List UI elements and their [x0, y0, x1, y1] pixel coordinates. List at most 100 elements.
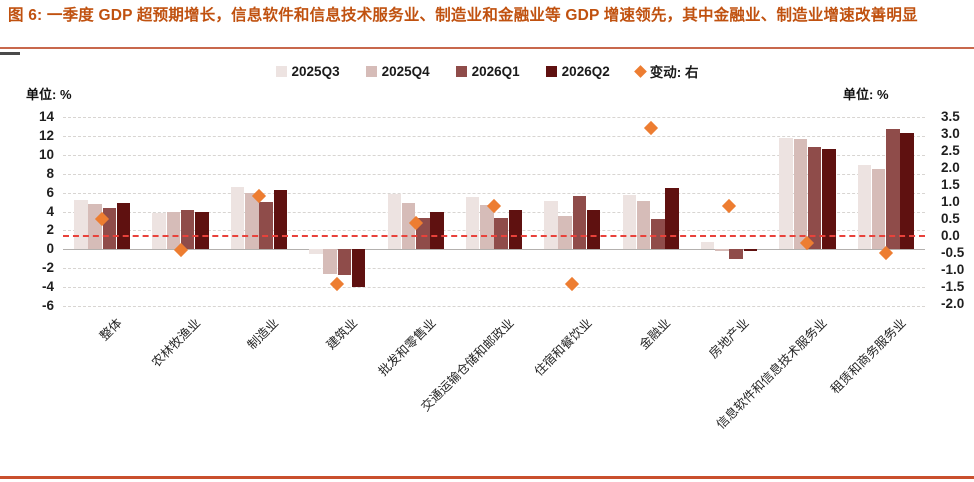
bar-2026q2 — [195, 212, 209, 250]
legend-label: 2026Q2 — [561, 63, 610, 79]
legend-label: 2025Q4 — [381, 63, 430, 79]
right-axis-tick-label: 3.5 — [941, 109, 960, 125]
reference-line — [63, 235, 925, 238]
bar-2026q1 — [729, 249, 743, 259]
legend-swatch — [455, 65, 467, 77]
legend-label: 2026Q1 — [471, 63, 520, 79]
bar-2025q4 — [166, 211, 181, 250]
bar-2025q4 — [715, 249, 729, 252]
bar-2026q1 — [259, 202, 273, 250]
bar-2025q4 — [245, 192, 259, 250]
left-axis-tick-label: -2 — [41, 260, 54, 276]
left-axis-tick-label: 0 — [46, 241, 54, 257]
bar-2025q4 — [636, 201, 651, 250]
bar-2025q4 — [480, 204, 494, 250]
gridline — [63, 305, 925, 307]
right-axis-tick-label: 0.5 — [941, 211, 960, 227]
category-label: 建筑业 — [323, 315, 361, 353]
bar-2026q2 — [665, 187, 679, 250]
category-label: 金融业 — [637, 315, 674, 353]
bar-2025q4 — [401, 203, 416, 250]
bar-2026q2 — [430, 211, 444, 250]
category-label: 租赁和商务服务业 — [827, 315, 909, 397]
legend-label: 变动: 右 — [649, 65, 699, 80]
title-separator-dash — [0, 52, 20, 55]
bar-2025q4 — [793, 138, 808, 250]
category-label: 农林牧渔业 — [149, 315, 204, 370]
left-axis-tick-label: 6 — [46, 184, 54, 200]
gridline — [63, 136, 925, 138]
left-axis-unit: 单位: % — [26, 87, 72, 102]
left-axis-tick-label: -4 — [41, 278, 54, 294]
bar-2026q1 — [807, 147, 822, 250]
bar-2025q3 — [857, 165, 872, 250]
left-axis-tick-label: 8 — [46, 165, 54, 181]
bar-2026q2 — [900, 133, 914, 250]
right-axis-tick-label: 0.0 — [941, 228, 960, 244]
gridline — [63, 173, 925, 175]
bottom-border — [0, 476, 974, 479]
gridline — [63, 192, 925, 194]
right-axis-tick-label: 1.5 — [941, 177, 960, 193]
legend-item-2025q3: 2025Q3 — [275, 63, 340, 79]
left-axis-tick-label: 4 — [46, 203, 54, 219]
gridline — [63, 117, 925, 119]
right-axis-tick-label: -1.5 — [941, 279, 965, 295]
legend-item-change: 变动: 右 — [633, 61, 699, 81]
bar-2026q1 — [572, 196, 587, 250]
bar-2025q3 — [309, 249, 323, 254]
category-label: 住宿和餐饮业 — [532, 315, 596, 379]
legend-item-2025q4: 2025Q4 — [365, 63, 430, 79]
bar-2026q1 — [337, 249, 352, 275]
category-label: 房地产业 — [706, 315, 752, 362]
legend-label: 2025Q3 — [291, 63, 340, 79]
legend-item-2026q1: 2026Q1 — [455, 63, 520, 79]
right-axis-tick-label: 2.5 — [941, 143, 960, 159]
left-axis-tick-label: 10 — [38, 146, 54, 162]
left-axis-tick-label: 14 — [38, 109, 54, 125]
gridline — [63, 230, 925, 232]
zero-axis-line — [63, 248, 925, 251]
legend-item-2026q2: 2026Q2 — [545, 63, 610, 79]
bar-2025q3 — [74, 200, 88, 250]
left-axis-tick-label: 2 — [46, 222, 54, 238]
right-axis-tick-label: 3.0 — [941, 126, 960, 142]
bar-2025q3 — [152, 213, 166, 250]
bar-2025q4 — [871, 169, 886, 250]
bar-2026q1 — [886, 128, 900, 250]
bar-2025q3 — [622, 194, 637, 250]
change-diamond-marker — [565, 276, 580, 291]
right-axis-tick-label: -2.0 — [941, 296, 965, 312]
category-label: 批发和零售业 — [375, 315, 439, 379]
bar-2025q3 — [465, 197, 480, 250]
bar-2026q2 — [351, 249, 366, 287]
bar-2026q2 — [822, 149, 836, 250]
bar-2026q2 — [116, 203, 131, 250]
bar-2025q3 — [700, 241, 715, 250]
gridline — [63, 286, 925, 288]
right-axis-tick-label: -0.5 — [941, 245, 965, 261]
bar-2025q3 — [387, 193, 401, 250]
bar-2025q3 — [544, 201, 558, 250]
figure-title: 图 6: 一季度 GDP 超预期增长，信息软件和信息技术服务业、制造业和金融业等… — [8, 7, 918, 24]
bar-2026q2 — [273, 189, 288, 250]
change-diamond-marker — [643, 120, 658, 135]
bar-2026q1 — [180, 209, 195, 250]
left-axis-tick-label: 12 — [38, 128, 54, 144]
gridline — [63, 154, 925, 156]
bar-2026q1 — [494, 218, 508, 250]
gridline — [63, 268, 925, 270]
right-axis-tick-label: 2.0 — [941, 160, 960, 176]
bar-2026q2 — [586, 209, 601, 250]
right-axis-unit: 单位: % — [843, 87, 889, 102]
bar-2025q3 — [230, 187, 245, 250]
legend-swatch — [365, 65, 377, 77]
bar-2026q2 — [508, 209, 523, 250]
category-label: 整体 — [97, 315, 125, 344]
bar-2025q3 — [779, 138, 793, 250]
title-separator — [0, 47, 974, 49]
category-label: 制造业 — [245, 315, 282, 353]
left-axis-tick-label: -6 — [41, 297, 54, 313]
